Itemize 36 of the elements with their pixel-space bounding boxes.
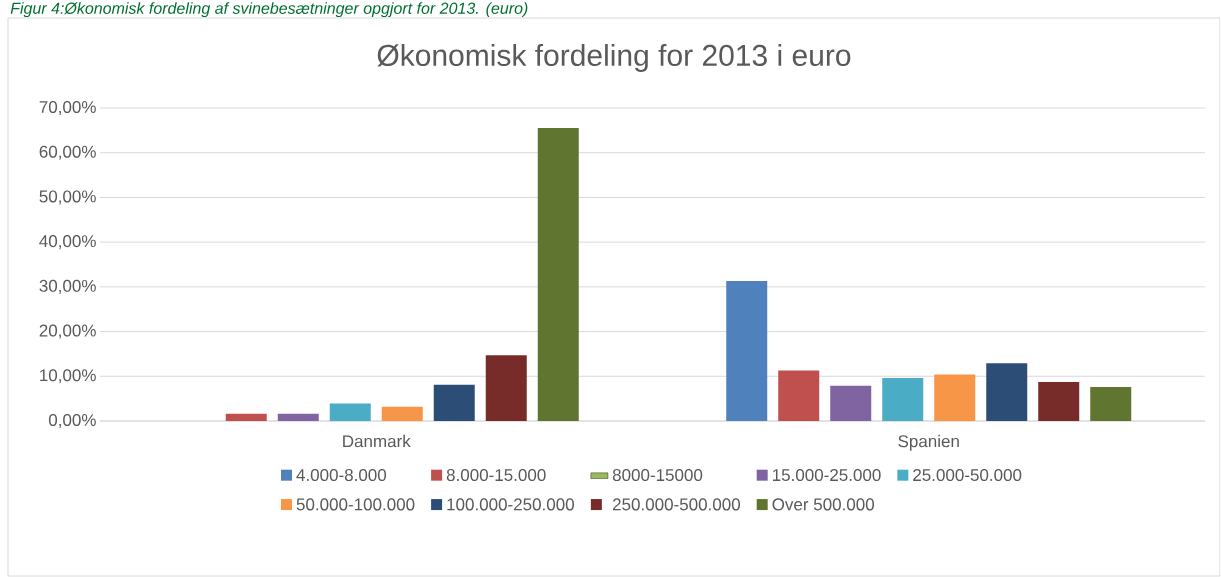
bar bbox=[277, 413, 319, 421]
bar bbox=[830, 385, 872, 421]
bar bbox=[1038, 382, 1080, 421]
y-tick-label: 40,00% bbox=[39, 235, 96, 250]
legend-label: 250.000-500.000 bbox=[612, 498, 741, 511]
bar bbox=[433, 384, 475, 421]
bar bbox=[329, 403, 371, 421]
x-tick-label: Danmark bbox=[343, 434, 411, 448]
bar bbox=[537, 128, 579, 421]
legend-label: Over 500.000 bbox=[772, 498, 875, 511]
legend-label: 8000-15000 bbox=[612, 469, 703, 482]
bar bbox=[934, 374, 976, 421]
legend-label: 100.000-250.000 bbox=[447, 498, 574, 511]
legend-label: 15.000-25.000 bbox=[772, 469, 881, 482]
legend-label: 8.000-15.000 bbox=[446, 469, 546, 482]
x-tick-label: Spanien bbox=[898, 434, 959, 451]
bar bbox=[1090, 387, 1132, 421]
chart-title: Økonomisk fordeling for 2013 i euro bbox=[377, 44, 851, 72]
y-tick-label: 20,00% bbox=[39, 324, 96, 339]
y-tick-label: 30,00% bbox=[39, 279, 96, 294]
y-tick-label: 50,00% bbox=[39, 190, 96, 205]
y-tick-label: 70,00% bbox=[39, 100, 96, 116]
y-tick-label: 60,00% bbox=[39, 145, 96, 160]
legend-label: 25.000-50.000 bbox=[913, 469, 1022, 482]
y-tick-label: 0,00% bbox=[48, 413, 96, 429]
bar bbox=[485, 355, 527, 421]
bar bbox=[778, 370, 820, 421]
y-tick-label: 10,00% bbox=[40, 369, 96, 384]
legend-label: 4.000-8.000 bbox=[296, 469, 387, 482]
bar bbox=[882, 378, 924, 421]
bar bbox=[381, 406, 423, 421]
legend-label: 50.000-100.000 bbox=[296, 498, 415, 511]
bar bbox=[986, 363, 1028, 421]
bar bbox=[726, 281, 768, 421]
bar bbox=[225, 413, 267, 421]
text: Figur 4:Økonomisk fordeling af svinebesætninger opgjort for 2013. (euro) bbox=[10, 2, 528, 18]
